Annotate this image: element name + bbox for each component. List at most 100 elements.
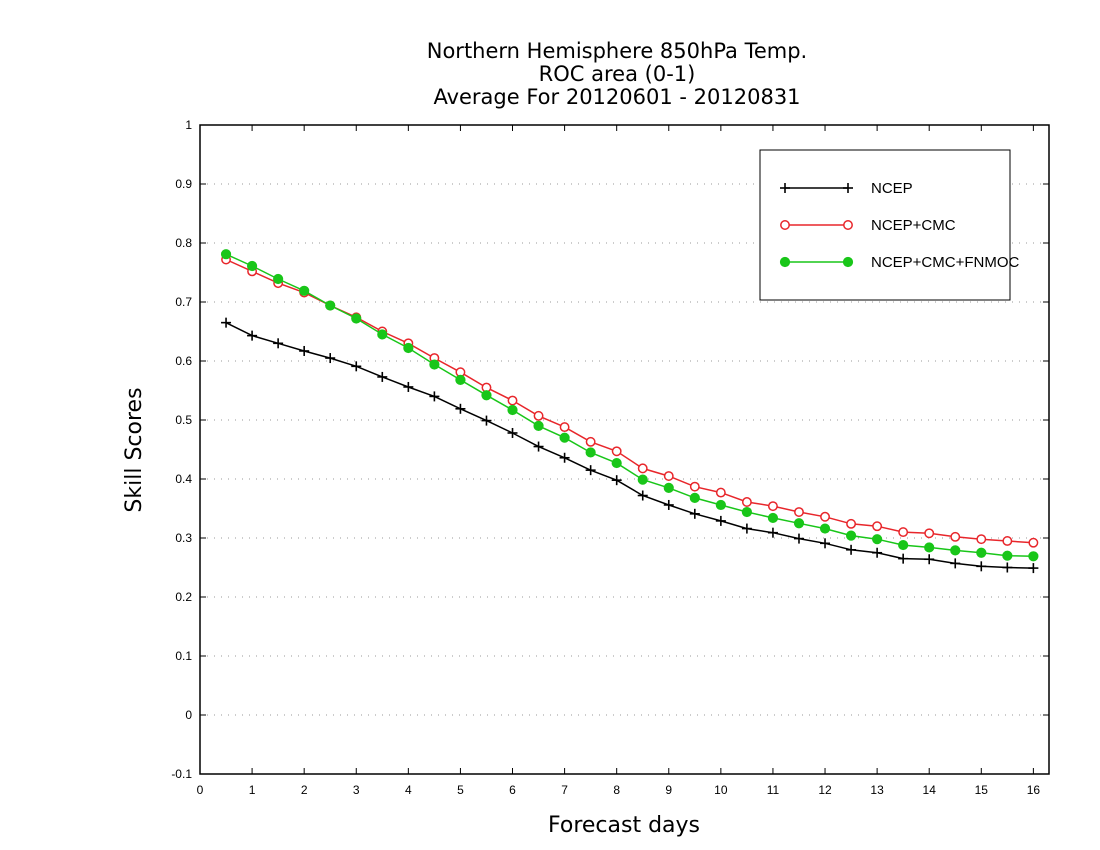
data-point bbox=[846, 518, 857, 529]
x-tick-label: 8 bbox=[613, 783, 620, 797]
x-tick-label: 3 bbox=[353, 783, 360, 797]
legend-item: NCEP+CMC+FNMOC bbox=[779, 254, 1020, 271]
data-point bbox=[715, 487, 726, 498]
data-point bbox=[793, 533, 804, 544]
data-point bbox=[585, 465, 596, 476]
x-tick-label: 10 bbox=[714, 783, 728, 797]
data-point bbox=[924, 554, 935, 565]
series-line bbox=[225, 322, 1034, 569]
y-tick-label: 0.6 bbox=[175, 354, 192, 368]
data-point bbox=[533, 441, 544, 452]
data-point bbox=[924, 528, 935, 539]
series-2 bbox=[220, 249, 1039, 562]
legend-marker bbox=[843, 183, 853, 193]
data-point bbox=[845, 530, 857, 541]
data-point bbox=[377, 371, 388, 382]
x-tick-label: 15 bbox=[975, 783, 989, 797]
y-tick-label: 0.4 bbox=[175, 472, 192, 486]
data-point bbox=[950, 545, 961, 556]
data-point bbox=[950, 531, 961, 542]
axis-ticks: -0.100.10.20.30.40.50.60.70.80.910 1 2 3 4 5 6… bbox=[171, 118, 1049, 797]
data-point bbox=[299, 285, 310, 296]
data-point bbox=[455, 403, 466, 414]
x-tick-label: 12 bbox=[818, 783, 832, 797]
y-tick-label: 0.9 bbox=[175, 177, 192, 191]
y-tick-label: 0 bbox=[185, 708, 192, 722]
x-tick-label: 16 bbox=[1027, 783, 1041, 797]
y-tick-label: 0.7 bbox=[175, 295, 192, 309]
data-point bbox=[741, 523, 752, 534]
data-point bbox=[976, 561, 987, 572]
data-point bbox=[481, 390, 492, 401]
data-point bbox=[377, 329, 388, 340]
legend-label: NCEP bbox=[871, 180, 913, 197]
x-tick-label: 11 bbox=[767, 783, 780, 797]
data-point bbox=[872, 521, 883, 532]
data-point bbox=[299, 345, 310, 356]
legend-marker bbox=[842, 256, 854, 268]
data-point bbox=[585, 447, 596, 458]
legend-item: NCEP bbox=[780, 180, 913, 197]
data-point bbox=[246, 260, 258, 272]
data-point bbox=[351, 313, 362, 324]
x-tick-label: 6 bbox=[509, 783, 516, 797]
x-tick-label: 13 bbox=[870, 783, 884, 797]
series-lines bbox=[220, 249, 1039, 574]
data-point bbox=[663, 471, 674, 481]
data-point bbox=[637, 463, 648, 474]
data-point bbox=[663, 499, 674, 510]
x-tick-label: 1 bbox=[249, 783, 256, 797]
x-tick-label: 0 bbox=[197, 783, 204, 797]
data-point bbox=[846, 544, 857, 555]
y-tick-label: 0.3 bbox=[175, 531, 192, 545]
x-tick-label: 7 bbox=[561, 783, 568, 797]
data-point bbox=[247, 330, 258, 341]
y-tick-label: 0.8 bbox=[175, 236, 192, 250]
data-point bbox=[950, 558, 961, 569]
data-point bbox=[1028, 563, 1039, 574]
data-point bbox=[637, 474, 648, 485]
data-point bbox=[455, 374, 466, 385]
data-point bbox=[1002, 562, 1013, 573]
data-point bbox=[559, 432, 570, 443]
data-point bbox=[221, 317, 232, 328]
legend-marker bbox=[780, 183, 790, 193]
data-point bbox=[507, 427, 518, 438]
x-tick-label: 9 bbox=[665, 783, 672, 797]
data-point bbox=[559, 422, 570, 433]
data-point bbox=[898, 553, 909, 564]
data-point bbox=[741, 497, 752, 507]
data-point bbox=[872, 547, 883, 558]
data-point bbox=[1028, 537, 1039, 548]
data-point bbox=[611, 475, 622, 486]
x-tick-label: 5 bbox=[457, 783, 464, 797]
legend-label: NCEP+CMC bbox=[871, 217, 956, 234]
chart-title-line-1: Northern Hemisphere 850hPa Temp. bbox=[427, 39, 807, 63]
data-point bbox=[767, 512, 779, 524]
data-point bbox=[507, 404, 518, 416]
data-point bbox=[767, 501, 778, 512]
chart-title-line-3: Average For 20120601 - 20120831 bbox=[433, 85, 800, 109]
plot-frame bbox=[199, 124, 1050, 775]
data-point bbox=[507, 395, 518, 406]
data-point bbox=[533, 410, 544, 421]
legend-marker bbox=[843, 220, 853, 230]
data-point bbox=[559, 452, 570, 463]
data-point bbox=[976, 534, 987, 545]
data-point bbox=[1002, 536, 1013, 546]
data-point bbox=[741, 506, 753, 518]
data-point bbox=[689, 481, 700, 492]
data-point bbox=[637, 490, 648, 501]
data-point bbox=[611, 457, 622, 469]
data-point bbox=[1028, 551, 1039, 562]
data-point bbox=[273, 273, 284, 285]
data-point bbox=[533, 420, 544, 431]
data-point bbox=[924, 542, 935, 553]
data-point bbox=[715, 515, 726, 526]
legend: NCEP NCEP+CMC NCEP+CMC+FNMOC bbox=[759, 149, 1020, 301]
data-point bbox=[793, 518, 805, 529]
data-point bbox=[872, 534, 883, 545]
data-point bbox=[663, 482, 674, 493]
data-point bbox=[898, 527, 909, 538]
